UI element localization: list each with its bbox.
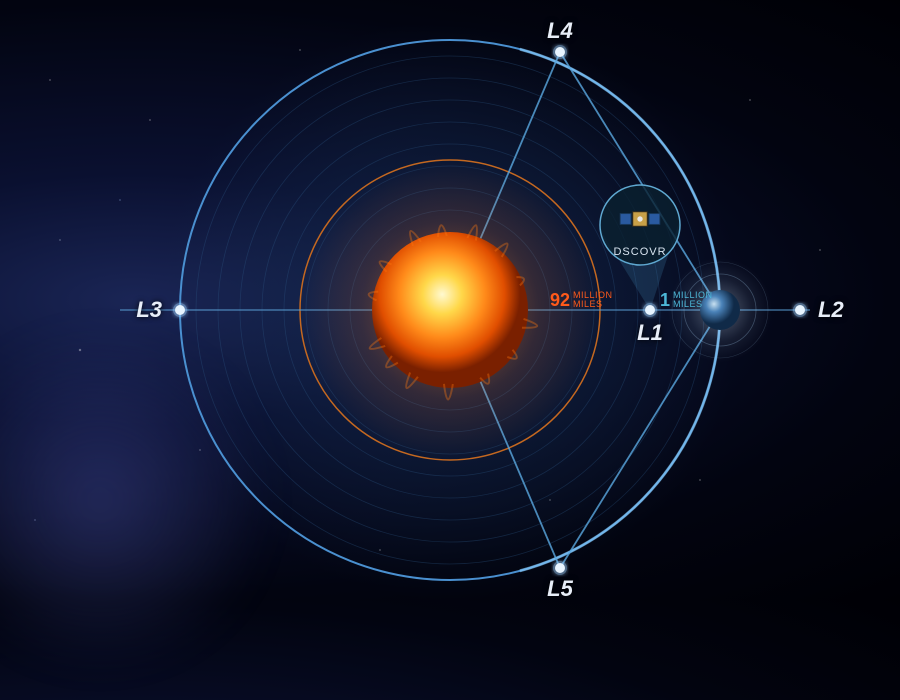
distance-value: 92 <box>550 290 570 310</box>
lagrange-label-l4: L4 <box>547 18 573 43</box>
lagrange-point-l3 <box>175 305 185 315</box>
lagrange-label-l2: L2 <box>818 297 844 322</box>
lagrange-point-l1 <box>645 305 655 315</box>
lagrange-label-l3: L3 <box>136 297 162 322</box>
lagrange-point-l5 <box>555 563 565 573</box>
distance-unit-bottom: MILES <box>573 299 603 309</box>
distance-value: 1 <box>660 290 670 310</box>
dscovr-satellite-icon <box>620 212 660 226</box>
distance-unit-bottom: MILES <box>673 299 703 309</box>
lagrange-label-l1: L1 <box>637 320 663 345</box>
lagrange-point-l2 <box>795 305 805 315</box>
lagrange-point-l4 <box>555 47 565 57</box>
satellite-label: DSCOVR <box>613 246 666 258</box>
lagrange-diagram: DSCOVR 92 MILLION MILES 1 MILLION MILES … <box>0 0 900 600</box>
lagrange-label-l5: L5 <box>547 576 573 600</box>
